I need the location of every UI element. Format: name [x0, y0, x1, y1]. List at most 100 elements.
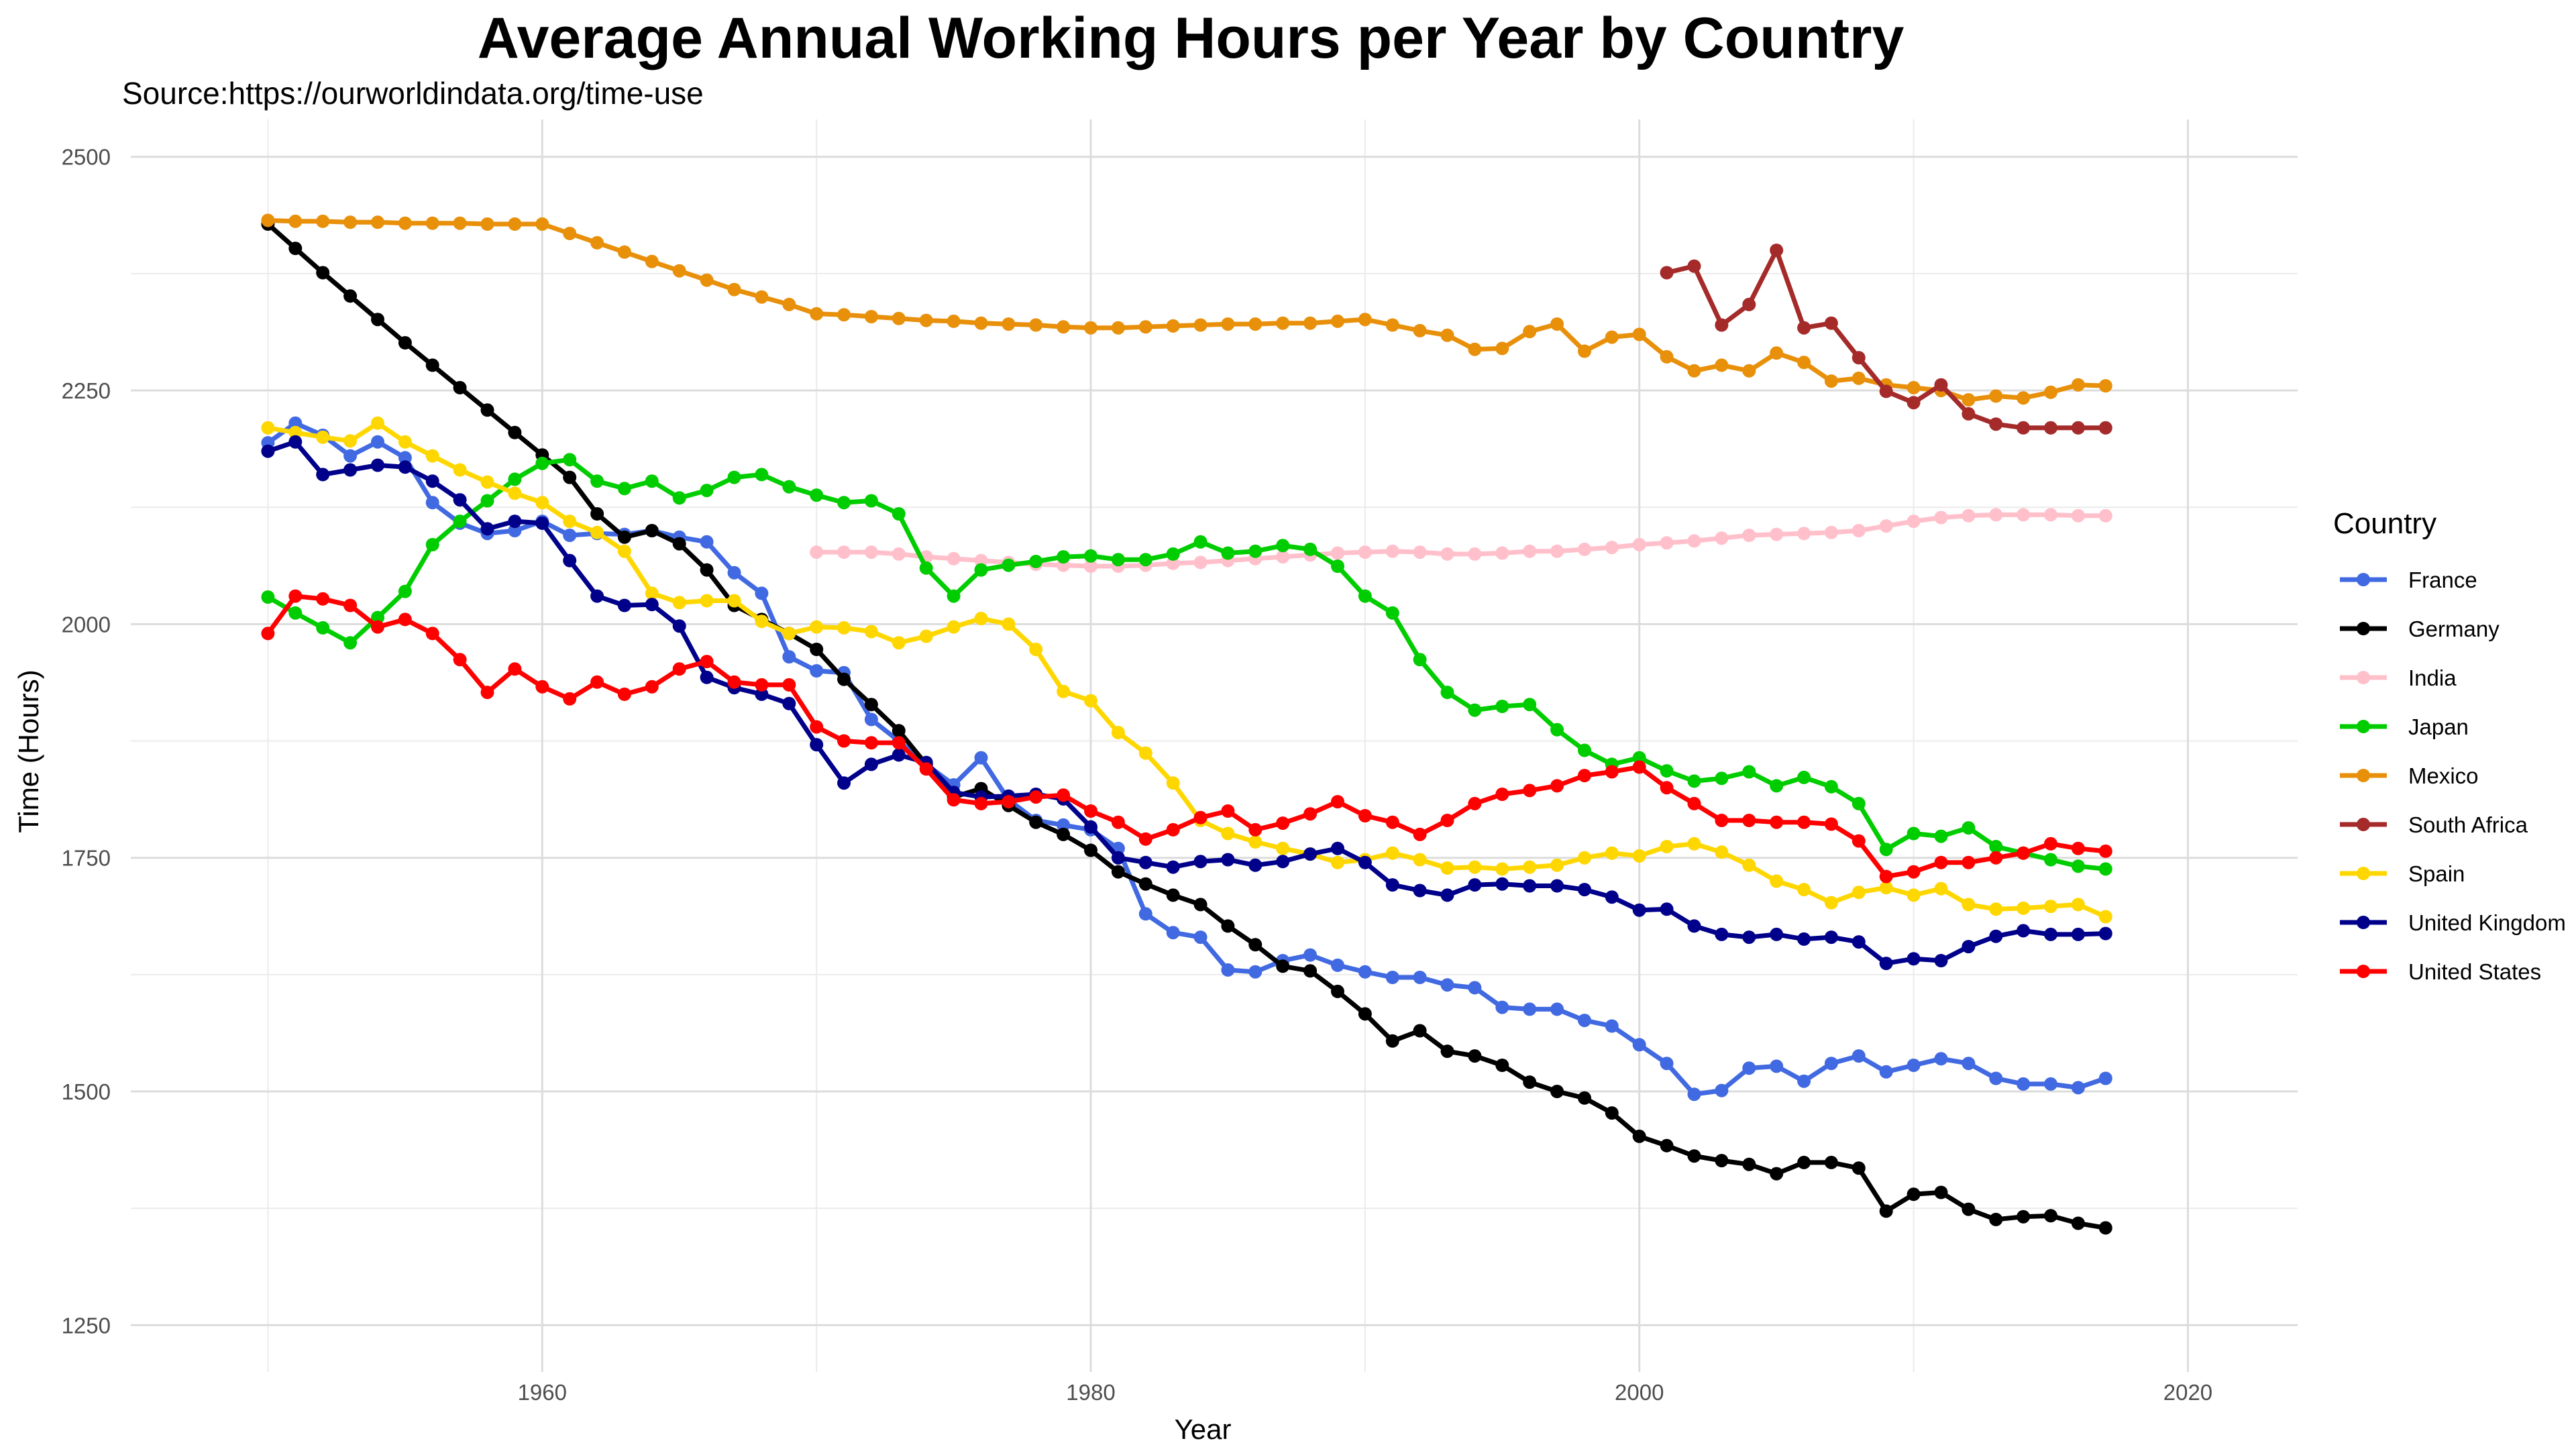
- data-point: [343, 434, 358, 448]
- data-point: [1413, 1024, 1427, 1038]
- data-point: [1934, 954, 1948, 967]
- data-point: [1742, 364, 1756, 378]
- series-line-south-africa: [1666, 248, 2106, 431]
- data-point: [261, 444, 275, 458]
- data-point: [1523, 1002, 1537, 1016]
- data-point: [288, 241, 303, 256]
- data-point: [700, 535, 714, 549]
- data-point: [1824, 1057, 1838, 1071]
- series-mexico: [261, 213, 2112, 407]
- data-point: [535, 516, 549, 530]
- data-point: [1742, 1157, 1756, 1171]
- legend-label: Mexico: [2408, 763, 2479, 788]
- data-point: [1057, 684, 1071, 698]
- y-tick-label: 1250: [62, 1313, 111, 1338]
- data-point: [1468, 1049, 1482, 1063]
- data-point: [1303, 948, 1318, 962]
- data-point: [343, 215, 358, 229]
- data-point: [1907, 1187, 1921, 1201]
- data-point: [1440, 547, 1454, 561]
- data-point: [864, 698, 878, 712]
- data-point: [1879, 881, 1893, 895]
- data-point: [1934, 855, 1948, 869]
- data-point: [1907, 1059, 1921, 1072]
- data-point: [453, 463, 467, 477]
- data-point: [2044, 1209, 2057, 1223]
- data-point: [1879, 384, 1893, 398]
- data-point: [343, 636, 358, 650]
- data-point: [1742, 814, 1756, 827]
- data-point: [1770, 1167, 1784, 1181]
- data-point: [1770, 1059, 1784, 1073]
- data-point: [1084, 559, 1097, 573]
- data-point: [1687, 774, 1701, 788]
- data-point: [1797, 1074, 1811, 1088]
- data-point: [1851, 885, 1866, 900]
- data-point: [1166, 822, 1180, 837]
- data-point: [1797, 815, 1811, 829]
- data-point: [1276, 816, 1290, 830]
- legend-title: Country: [2333, 507, 2436, 540]
- data-point: [1084, 694, 1097, 708]
- data-point: [1578, 851, 1591, 865]
- data-point: [2044, 421, 2057, 435]
- data-point: [1523, 325, 1537, 339]
- data-point: [398, 216, 412, 230]
- data-point: [1495, 862, 1509, 876]
- data-point: [727, 566, 741, 580]
- data-point: [590, 589, 604, 603]
- data-point: [1084, 820, 1097, 834]
- data-point: [1166, 888, 1180, 902]
- data-point: [1742, 930, 1756, 945]
- data-point: [2044, 385, 2057, 399]
- data-point: [810, 643, 824, 656]
- data-point: [1193, 930, 1208, 945]
- data-point: [480, 494, 494, 508]
- data-point: [343, 463, 358, 477]
- y-tick-label: 1750: [62, 846, 111, 871]
- data-point: [563, 515, 577, 529]
- data-point: [1523, 784, 1537, 798]
- data-point: [755, 468, 769, 482]
- legend: Country France Germany India Japan Mexico Sou…: [2333, 507, 2566, 984]
- data-point: [2071, 898, 2085, 912]
- series-united-states: [261, 589, 2112, 883]
- data-point: [2098, 844, 2112, 858]
- data-point: [1660, 840, 1674, 853]
- data-point: [508, 662, 522, 676]
- data-point: [1962, 821, 1976, 835]
- data-point: [1578, 769, 1591, 783]
- data-point: [398, 584, 412, 598]
- data-point: [1358, 1007, 1372, 1021]
- data-point: [1248, 317, 1263, 331]
- data-point: [398, 435, 412, 449]
- data-point: [535, 456, 549, 470]
- data-point: [1550, 722, 1564, 737]
- data-point: [1605, 1019, 1619, 1033]
- data-point: [1057, 320, 1071, 334]
- data-point: [2044, 837, 2057, 851]
- data-point: [1358, 809, 1372, 822]
- data-point: [1248, 858, 1263, 872]
- data-point: [1331, 984, 1344, 998]
- data-point: [1166, 776, 1180, 790]
- data-point: [1523, 879, 1537, 893]
- data-point: [371, 458, 384, 472]
- data-point: [1687, 919, 1701, 933]
- data-point: [1770, 527, 1784, 541]
- data-point: [1138, 855, 1152, 869]
- data-point: [1660, 1057, 1674, 1071]
- data-point: [1440, 861, 1454, 875]
- data-point: [1824, 930, 1838, 945]
- data-point: [617, 482, 631, 496]
- data-point: [1002, 317, 1016, 331]
- data-point: [1660, 764, 1674, 778]
- data-point: [892, 736, 906, 750]
- data-point: [1715, 1154, 1729, 1168]
- data-point: [1660, 266, 1674, 280]
- data-point: [1358, 855, 1372, 869]
- data-point: [1166, 556, 1180, 570]
- data-point: [700, 670, 714, 684]
- data-point: [1495, 788, 1509, 801]
- data-point: [1276, 855, 1290, 869]
